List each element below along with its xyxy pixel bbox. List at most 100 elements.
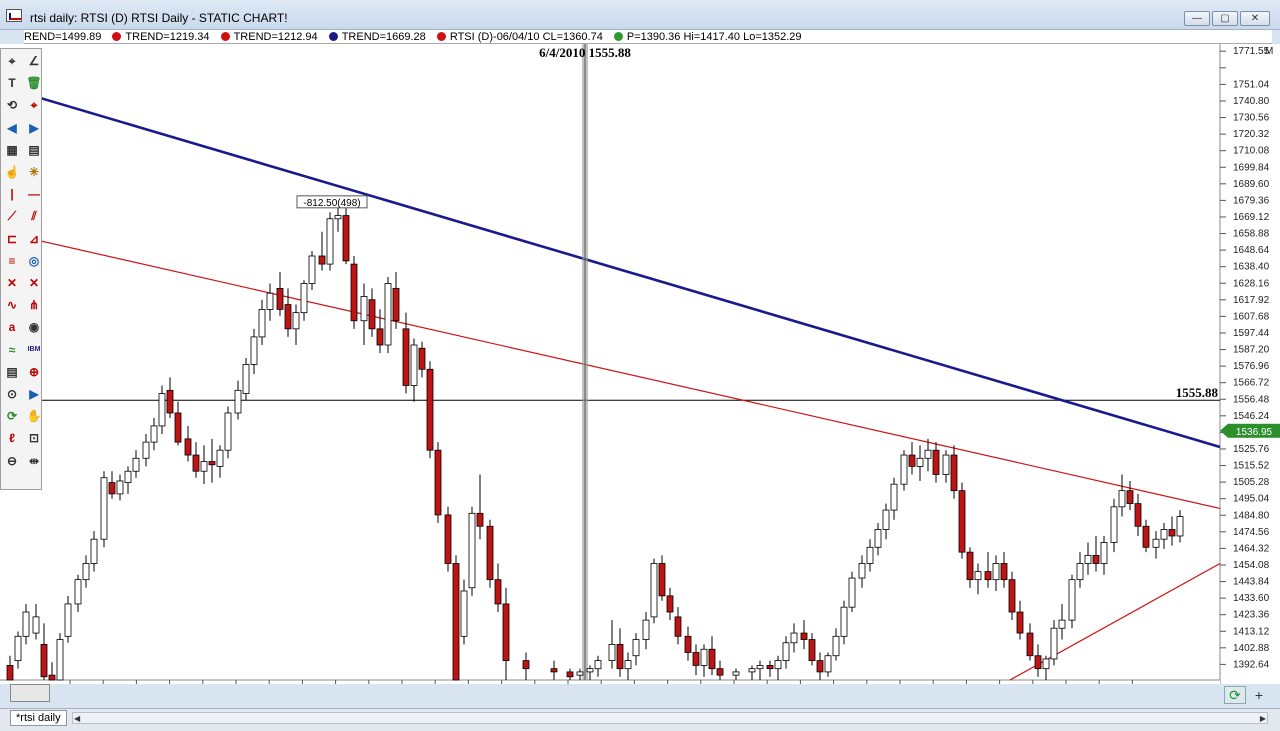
candle-body: [486, 525, 494, 581]
expand-icon[interactable]: ⇹: [28, 453, 40, 468]
fan-icon[interactable]: ⊿: [28, 231, 40, 246]
candle-body: [748, 668, 756, 673]
red-dot-icon: [220, 32, 230, 41]
arrow-left-icon[interactable]: ◀: [7, 120, 17, 135]
candle-body: [908, 454, 916, 467]
tile-icon[interactable]: ▦: [6, 142, 18, 157]
log-icon[interactable]: ℓ: [9, 431, 15, 446]
wave-icon[interactable]: ≈: [8, 342, 16, 357]
hand-pointer-icon[interactable]: ☝: [4, 165, 20, 179]
minimize-button[interactable]: —: [1184, 11, 1210, 26]
ibm-label-icon[interactable]: IBM: [27, 345, 41, 353]
xyz-tool-icon[interactable]: ⌖: [30, 98, 38, 113]
candle-body: [40, 643, 48, 678]
candle-body: [1042, 658, 1050, 670]
info-text-2: TREND=1212.94: [233, 31, 318, 43]
candle-body: [586, 668, 594, 673]
candle-body: [882, 509, 890, 530]
candle-body: [616, 643, 624, 670]
candle-body: [1016, 611, 1024, 634]
camera-icon[interactable]: ⊡: [28, 431, 40, 446]
horizontal-scrollbar[interactable]: ◀ ▶: [72, 712, 1268, 724]
candle-body: [1160, 529, 1168, 540]
vertical-line-icon[interactable]: |: [10, 187, 14, 202]
candle-body: [266, 292, 274, 310]
channel-icon[interactable]: ⊏: [6, 231, 18, 246]
maximize-button[interactable]: ▢: [1212, 11, 1238, 26]
y-tick-label: 1648.64: [1233, 245, 1270, 256]
candle-body: [418, 347, 426, 370]
bug-icon[interactable]: ✳: [28, 165, 40, 179]
snap-icon[interactable]: ⟲: [6, 98, 18, 113]
chart-window-icon[interactable]: ▤: [28, 142, 40, 157]
candle-body: [434, 449, 442, 516]
candle-body: [1034, 655, 1042, 670]
candle-body: [392, 287, 400, 322]
y-tick-label: 1638.40: [1233, 262, 1270, 273]
candle-body: [700, 648, 708, 666]
notes-icon[interactable]: ▤: [6, 364, 18, 379]
trash-icon[interactable]: 🗑: [26, 76, 42, 91]
candle-body: [334, 215, 342, 220]
candle-body: [974, 571, 982, 581]
fib-icon[interactable]: ≡: [8, 253, 16, 268]
scroll-right-icon[interactable]: ▶: [1259, 714, 1266, 723]
red-dot-icon: [436, 32, 446, 41]
chart-app-icon: [6, 9, 22, 22]
cross-icon[interactable]: ✕: [28, 276, 40, 290]
add-chart-button[interactable]: +: [1254, 687, 1264, 703]
pitchfork-icon[interactable]: ⋔: [28, 298, 40, 313]
tab-rtsi-daily[interactable]: *rtsi daily: [10, 710, 67, 726]
candle-body: [1058, 619, 1066, 629]
candle-body: [608, 643, 616, 661]
arrow-right-icon[interactable]: ▶: [29, 120, 39, 135]
text-a-icon[interactable]: a: [8, 320, 16, 335]
blue-trendline: [0, 84, 1221, 449]
trendline-icon[interactable]: ⟋: [7, 209, 17, 224]
angle-icon[interactable]: ∠: [28, 54, 40, 68]
candle-body: [1126, 490, 1134, 505]
candle-body: [22, 611, 30, 637]
y-tick-label: 1525.76: [1233, 444, 1270, 455]
refresh-icon[interactable]: ⟳: [6, 409, 18, 424]
refresh-icon[interactable]: ⟳: [1224, 686, 1246, 704]
circle-cross-icon[interactable]: ⊕: [28, 364, 40, 379]
candle-body: [468, 512, 476, 589]
candle-body: [650, 563, 658, 618]
candle-body: [642, 619, 650, 640]
y-tick-label: 1443.84: [1233, 577, 1270, 588]
gann-icon[interactable]: ✕: [6, 276, 18, 290]
y-tick-label: 1454.08: [1233, 560, 1270, 571]
candle-body: [832, 635, 840, 657]
spiral-icon[interactable]: ◎: [28, 253, 40, 268]
title-bar[interactable]: rtsi daily: RTSI (D) RTSI Daily - STATIC…: [0, 0, 1280, 30]
price-chart[interactable]: 1771.55 1751.04 1740.80 1730.56 1720.32 1710.…: [0, 44, 1280, 684]
info-item-3: TREND=1669.28: [328, 30, 430, 43]
horizontal-line-icon[interactable]: —: [28, 187, 40, 202]
scroll-left-icon[interactable]: ◀: [74, 714, 81, 723]
candle-body: [716, 668, 724, 676]
candle-body: [108, 482, 116, 495]
y-tick-label: 1566.72: [1233, 378, 1270, 389]
zoom-out-icon[interactable]: ⊖: [6, 453, 18, 468]
text-tool-icon[interactable]: T: [8, 76, 16, 91]
cycle-icon[interactable]: ∿: [6, 298, 18, 313]
parallel-lines-icon[interactable]: ⫽: [31, 209, 37, 224]
candle-body: [708, 648, 716, 670]
xyz-annotation-icon[interactable]: ⌖: [8, 54, 16, 68]
info-item-4: RTSI (D)-06/04/10 CL=1360.74: [436, 30, 607, 43]
candle-body: [326, 218, 334, 265]
candle-body: [216, 449, 224, 467]
candle-body: [1152, 538, 1160, 548]
candle-body: [56, 639, 64, 681]
candle-body: [452, 563, 460, 681]
candle-body: [732, 671, 740, 676]
square-icon[interactable]: ◉: [28, 320, 40, 335]
close-button[interactable]: ✕: [1240, 11, 1270, 26]
candle-body: [208, 461, 216, 466]
red-trendline-upper: [0, 231, 1221, 510]
play-icon[interactable]: ▶: [29, 387, 39, 401]
zoom-icon[interactable]: ⊙: [6, 387, 18, 401]
candle-body: [1092, 554, 1100, 564]
hand-icon[interactable]: ✋: [26, 409, 42, 424]
